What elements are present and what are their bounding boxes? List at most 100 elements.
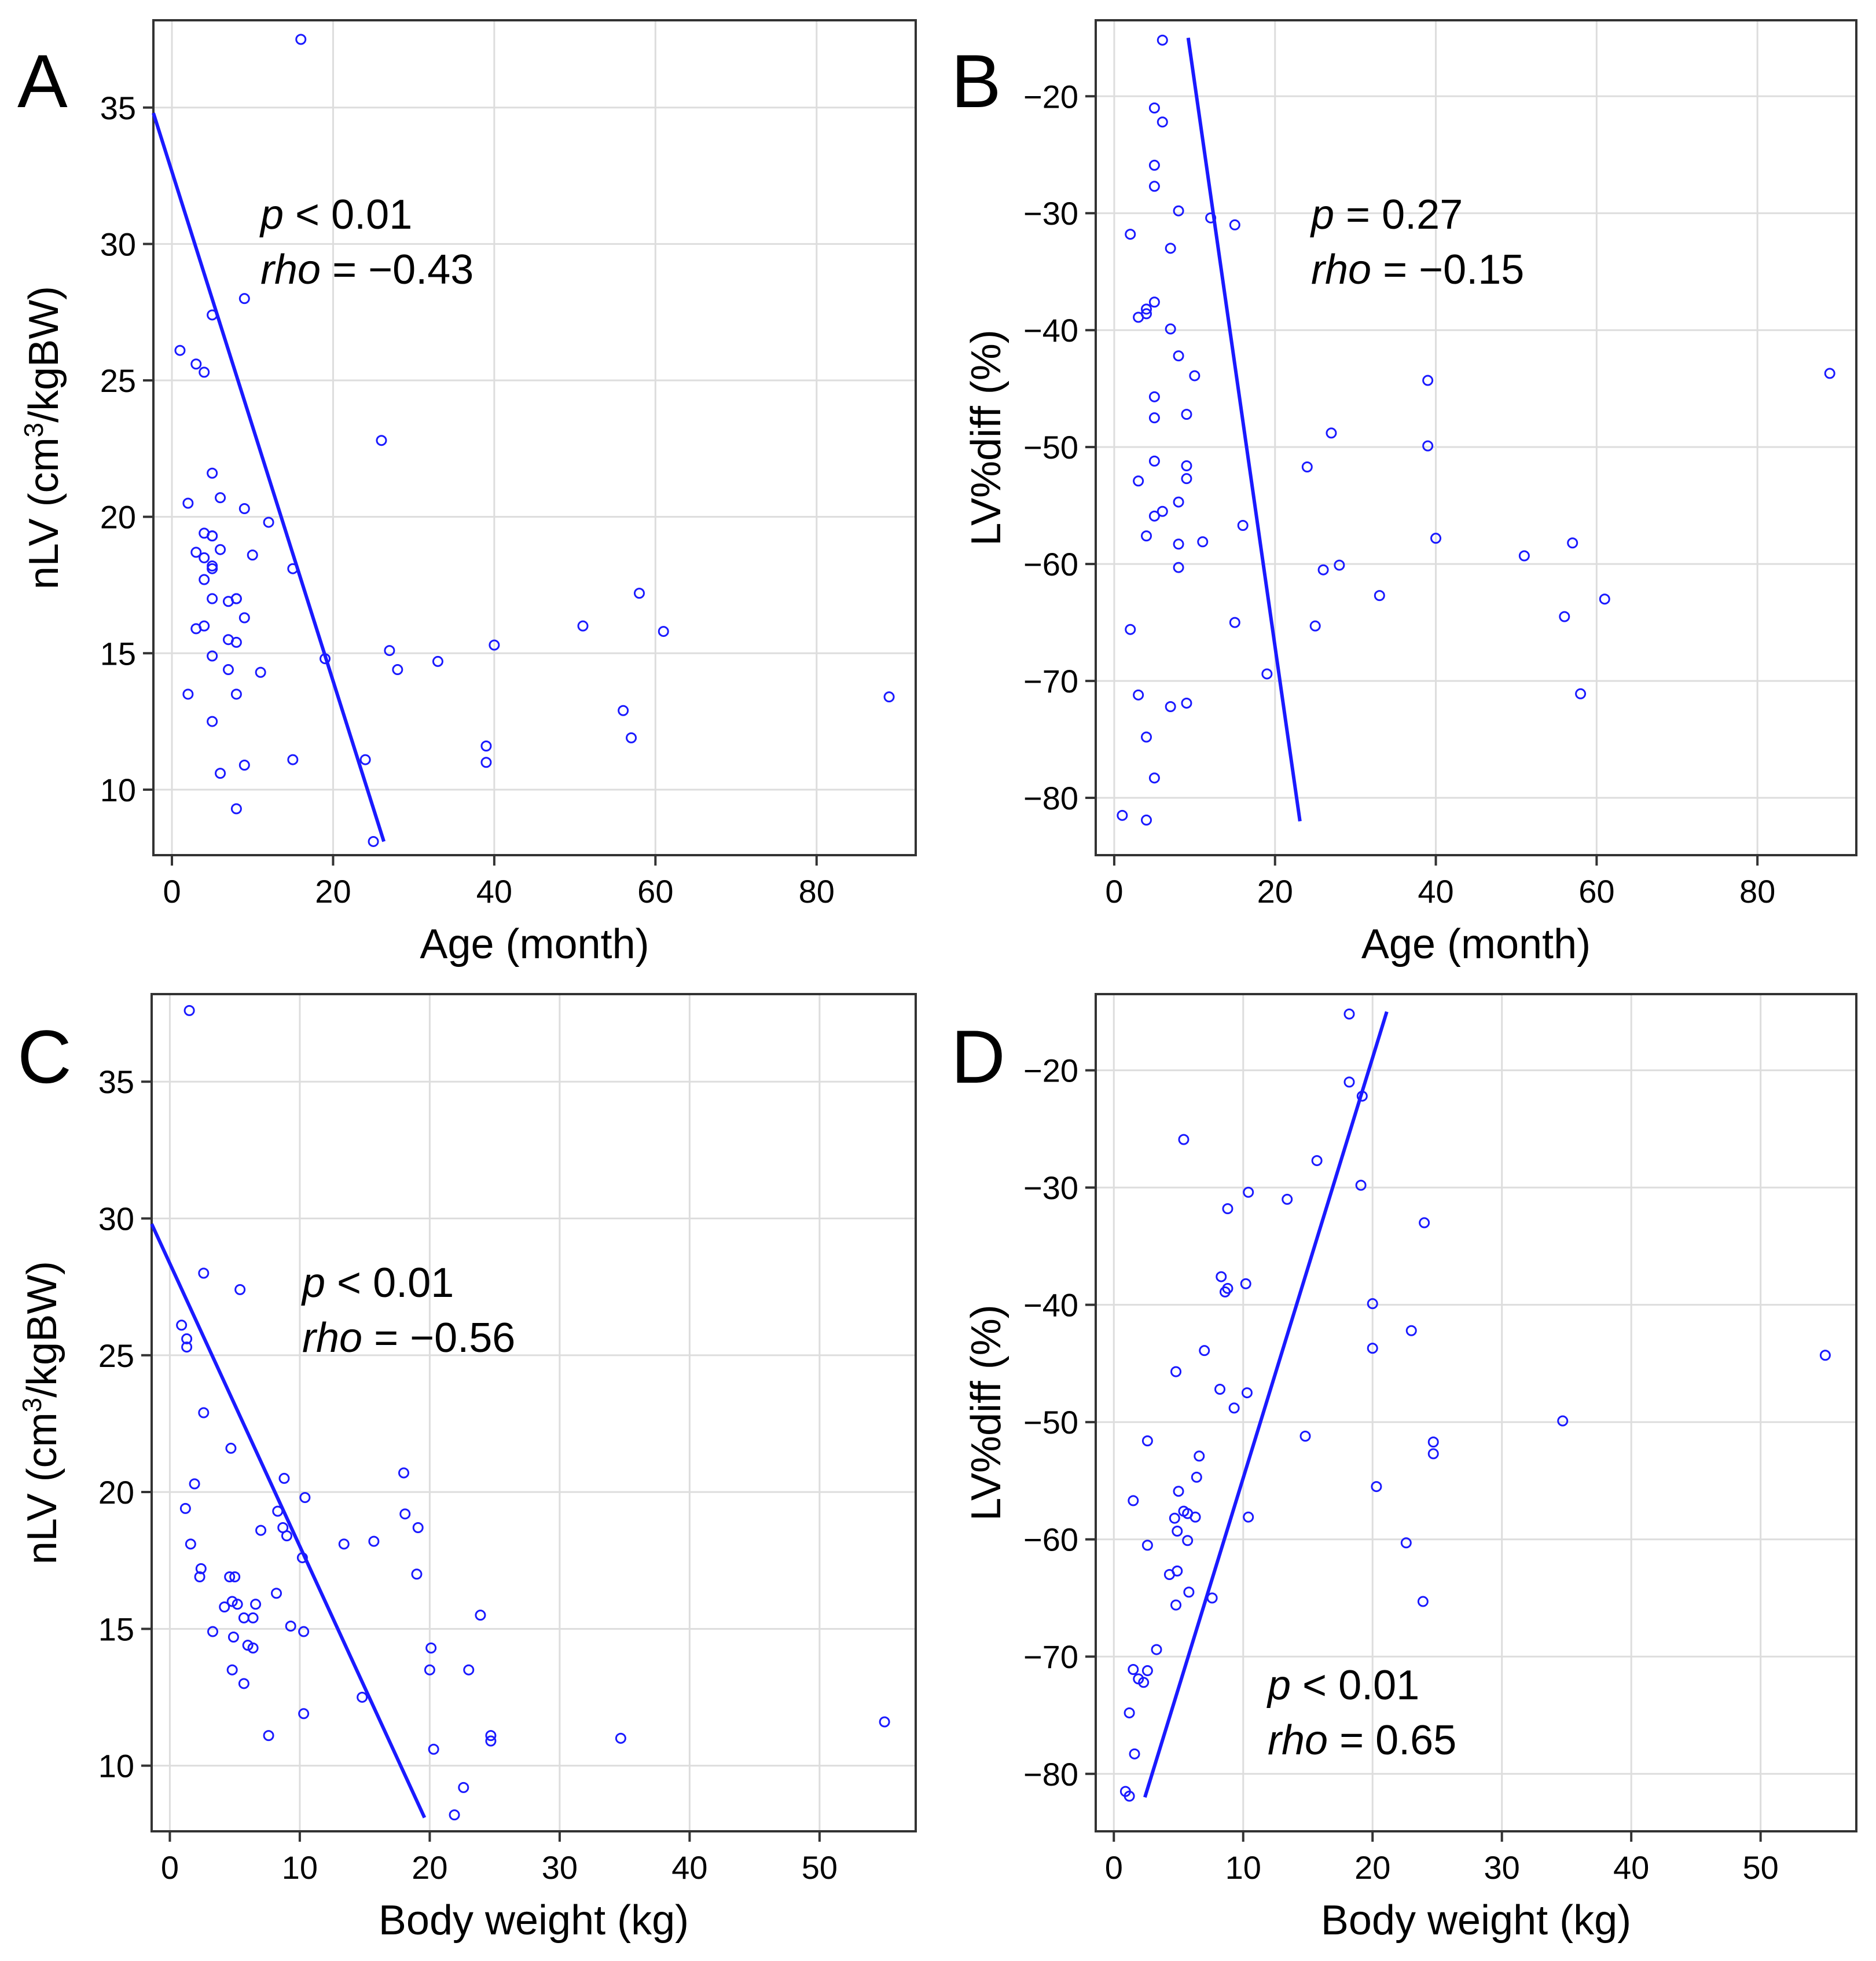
data-point xyxy=(189,1478,200,1490)
data-point xyxy=(1165,323,1176,335)
data-point xyxy=(199,552,210,563)
y-tick-label: 25 xyxy=(98,1337,134,1374)
data-point xyxy=(1367,1298,1378,1310)
data-point xyxy=(207,530,218,542)
data-point xyxy=(1141,1540,1153,1551)
data-point xyxy=(199,366,210,378)
data-point xyxy=(1199,1345,1210,1357)
x-tick-label: 20 xyxy=(1257,873,1293,910)
regression-line xyxy=(150,1223,427,1819)
data-point xyxy=(480,741,492,752)
data-point xyxy=(1240,1278,1251,1289)
data-point xyxy=(238,759,250,771)
data-point xyxy=(1141,308,1152,320)
data-point xyxy=(1299,1431,1311,1442)
data-point xyxy=(227,1631,239,1643)
data-point xyxy=(238,1612,249,1623)
data-point xyxy=(1419,1217,1430,1229)
data-point xyxy=(182,688,194,700)
data-point xyxy=(1427,1436,1439,1448)
y-axis-label-main: nLV (cm xyxy=(21,437,67,589)
x-tick-label: 60 xyxy=(1578,873,1614,910)
data-point xyxy=(626,732,637,743)
y-tick-label: −70 xyxy=(1023,663,1078,699)
data-point xyxy=(1301,461,1313,472)
y-tick-label: −20 xyxy=(1023,1053,1078,1089)
data-point xyxy=(1157,505,1168,517)
data-point xyxy=(1191,1471,1202,1483)
y-axis-label-unit: /kgBW) xyxy=(19,1261,65,1398)
data-point xyxy=(207,593,218,604)
data-point xyxy=(182,497,194,509)
data-point xyxy=(398,1467,410,1479)
data-point xyxy=(1148,159,1160,171)
x-tick-label: 0 xyxy=(161,1849,179,1886)
data-point xyxy=(1374,590,1385,602)
y-tick-label: 10 xyxy=(100,772,136,808)
data-point xyxy=(1243,1511,1254,1523)
data-point xyxy=(281,1530,292,1542)
x-tick-label: 30 xyxy=(542,1849,578,1886)
data-point xyxy=(384,645,395,657)
p-symbol: p xyxy=(301,1260,325,1306)
rho-symbol: rho xyxy=(1268,1717,1328,1764)
data-point xyxy=(1169,1512,1180,1524)
data-point xyxy=(1163,1568,1175,1580)
p-value-text: p < 0.01 xyxy=(259,192,412,238)
y-axis-label: nLV (cm3/kgBW) xyxy=(17,1261,65,1564)
data-point xyxy=(263,516,274,528)
rho-value: = −0.56 xyxy=(362,1315,515,1361)
data-point xyxy=(1557,1415,1569,1427)
data-point xyxy=(1141,303,1152,315)
data-point xyxy=(230,636,242,648)
data-point xyxy=(238,612,250,624)
data-point xyxy=(1141,1665,1153,1677)
data-point xyxy=(1422,375,1434,386)
y-axis-label-main: LV%diff (%) xyxy=(963,329,1009,545)
data-point xyxy=(1326,427,1337,439)
data-point xyxy=(1141,814,1152,826)
x-tick-label: 30 xyxy=(1484,1849,1520,1886)
data-point xyxy=(1317,564,1329,576)
data-point xyxy=(1181,697,1192,709)
data-point xyxy=(247,549,258,561)
data-point xyxy=(1237,519,1249,531)
data-point xyxy=(357,1691,368,1703)
data-point xyxy=(1178,1134,1190,1145)
rho-value: = 0.65 xyxy=(1328,1717,1456,1764)
data-point xyxy=(215,492,226,504)
data-point xyxy=(1165,243,1176,254)
data-point xyxy=(458,1782,469,1793)
data-point xyxy=(485,1730,497,1742)
data-point xyxy=(1148,102,1160,113)
data-point xyxy=(198,1407,210,1418)
data-point xyxy=(449,1809,460,1821)
data-point xyxy=(181,1333,193,1344)
panel-label: D xyxy=(951,1014,1005,1099)
data-point xyxy=(230,593,242,604)
y-tick-label: 35 xyxy=(100,90,136,126)
data-point xyxy=(428,1743,439,1755)
data-point xyxy=(1229,617,1240,628)
data-point xyxy=(226,1596,238,1607)
data-point xyxy=(1405,1325,1417,1336)
y-tick-label: −80 xyxy=(1023,1756,1078,1793)
y-axis-label-main: LV%diff (%) xyxy=(963,1304,1009,1520)
x-tick-label: 40 xyxy=(1613,1849,1649,1886)
rho-value-text: rho = −0.56 xyxy=(302,1315,515,1361)
data-point xyxy=(222,664,234,676)
data-point xyxy=(295,34,307,45)
x-tick-label: 50 xyxy=(1742,1849,1778,1886)
p-value-text: p < 0.01 xyxy=(301,1260,454,1306)
x-tick-label: 40 xyxy=(476,873,512,910)
p-symbol: p xyxy=(1310,192,1334,238)
data-point xyxy=(883,691,895,703)
data-point xyxy=(1819,1350,1831,1361)
x-tick-label: 0 xyxy=(1105,873,1123,910)
data-point xyxy=(1148,181,1160,192)
data-point xyxy=(199,574,210,585)
data-point xyxy=(215,768,226,779)
data-point xyxy=(215,544,226,555)
data-point xyxy=(1117,809,1128,821)
y-tick-label: −60 xyxy=(1023,1522,1078,1558)
